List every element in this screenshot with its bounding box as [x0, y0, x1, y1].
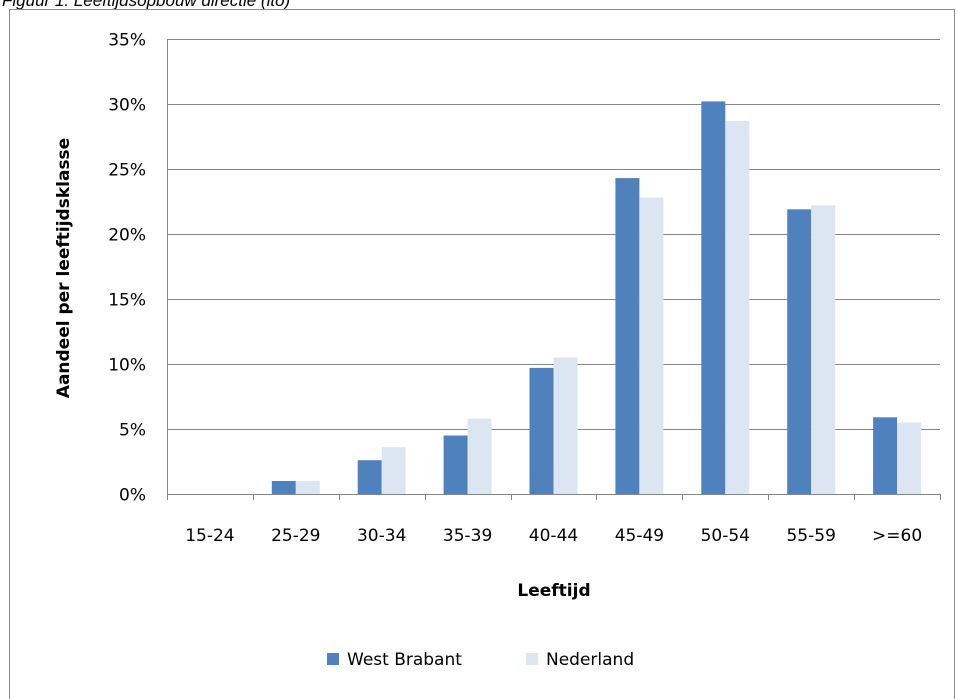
bar-west-brabant-2 — [357, 460, 382, 494]
legend-swatch-west-brabant — [327, 653, 339, 665]
x-tick-label: 40-44 — [529, 526, 578, 546]
y-tick-label: 0% — [119, 486, 146, 506]
bar-nederland-2 — [381, 447, 406, 494]
chart-frame — [9, 9, 955, 699]
legend-swatch-nederland — [526, 653, 538, 665]
bar-nederland-7 — [811, 205, 836, 494]
y-axis-title: Aandeel per leeftijdsklasse — [54, 138, 74, 398]
x-tick-labels: 15-24 25-29 30-34 35-39 40-44 45-49 50-54 55-59… — [185, 526, 922, 546]
x-tick-label: >=60 — [872, 526, 922, 546]
x-tick-label: 45-49 — [615, 526, 664, 546]
x-tick-label: 25-29 — [271, 526, 320, 546]
x-tick-label: 30-34 — [357, 526, 406, 546]
bar-west-brabant-7 — [787, 209, 812, 495]
y-tick-label: 15% — [108, 291, 146, 311]
legend-label-west-brabant: West Brabant — [347, 650, 462, 670]
bar-west-brabant-6 — [701, 101, 726, 495]
x-tick-label: 50-54 — [701, 526, 750, 546]
x-tick-label: 55-59 — [786, 526, 835, 546]
bar-west-brabant-8 — [873, 417, 898, 494]
y-tick-label: 30% — [108, 96, 146, 116]
y-tick-label: 35% — [108, 31, 146, 51]
x-axis-title: Leeftijd — [517, 581, 590, 601]
bar-west-brabant-5 — [615, 178, 640, 494]
bars — [271, 101, 922, 495]
bar-west-brabant-4 — [529, 367, 554, 494]
bar-nederland-8 — [897, 422, 922, 494]
bar-west-brabant-3 — [443, 435, 468, 494]
x-tick-label: 15-24 — [185, 526, 234, 546]
bar-nederland-1 — [295, 481, 320, 494]
bar-nederland-5 — [639, 197, 664, 494]
bar-nederland-4 — [553, 357, 578, 494]
bar-nederland-6 — [725, 120, 750, 495]
y-tick-label: 5% — [119, 421, 146, 441]
legend-label-nederland: Nederland — [546, 650, 634, 670]
legend: West Brabant Nederland — [327, 650, 634, 670]
bar-nederland-3 — [467, 418, 492, 494]
figure-caption: Figuur 1: Leeftijdsopbouw directie (lto) — [2, 0, 291, 10]
bar-west-brabant-1 — [271, 481, 296, 494]
y-tick-label: 20% — [108, 226, 146, 246]
y-tick-label: 10% — [108, 356, 146, 376]
x-tick-label: 35-39 — [443, 526, 492, 546]
y-tick-labels: 0% 5% 10% 15% 20% 25% 30% 35% — [108, 31, 146, 506]
y-tick-label: 25% — [108, 161, 146, 181]
